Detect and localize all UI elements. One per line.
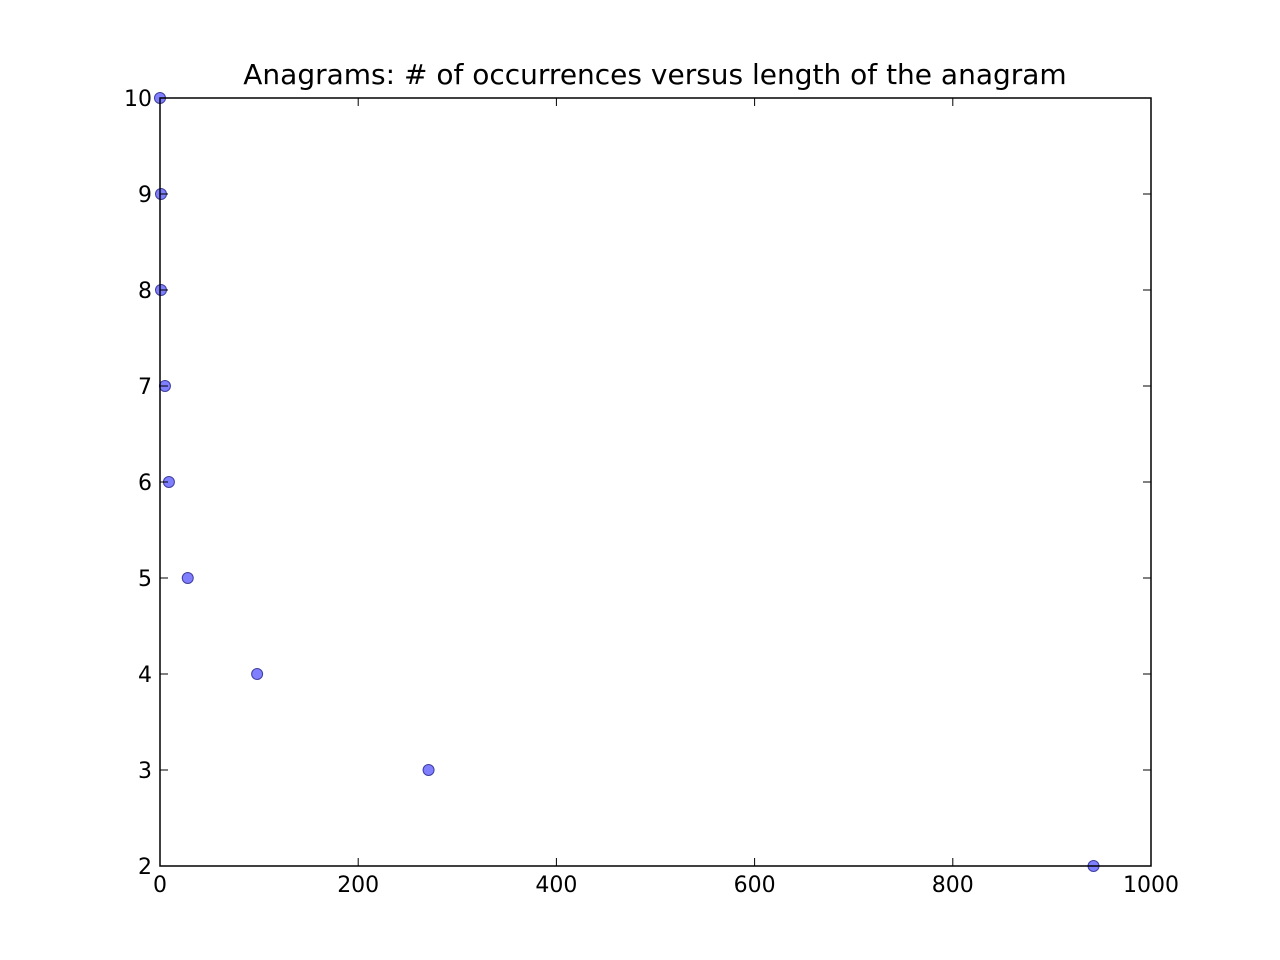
x-tick-label: 1000 — [1123, 873, 1179, 898]
y-tick-label: 6 — [138, 471, 152, 496]
data-point — [181, 572, 194, 584]
data-point — [422, 764, 435, 776]
y-tick-label: 2 — [138, 855, 152, 880]
plot-frame — [159, 97, 1152, 867]
x-tick-label: 0 — [153, 873, 167, 898]
y-tick-label: 8 — [138, 279, 152, 304]
data-points — [154, 92, 1100, 872]
y-tick-label: 3 — [138, 759, 152, 784]
x-tick-label: 400 — [535, 873, 577, 898]
tick-labels: 0 200 400 600 800 1000 2 3 4 5 6 7 8 9 10 — [124, 87, 1179, 898]
y-tick-label: 4 — [138, 663, 152, 688]
x-tick-label: 200 — [337, 873, 379, 898]
x-tick-label: 800 — [932, 873, 974, 898]
axis-ticks — [159, 97, 1152, 867]
y-tick-label: 5 — [138, 567, 152, 592]
x-tick-label: 600 — [734, 873, 776, 898]
data-point — [251, 668, 264, 680]
y-tick-label: 9 — [138, 183, 152, 208]
chart-title: Anagrams: # of occurrences versus length… — [243, 58, 1066, 91]
y-tick-label: 7 — [138, 375, 152, 400]
y-tick-label: 10 — [124, 87, 152, 112]
